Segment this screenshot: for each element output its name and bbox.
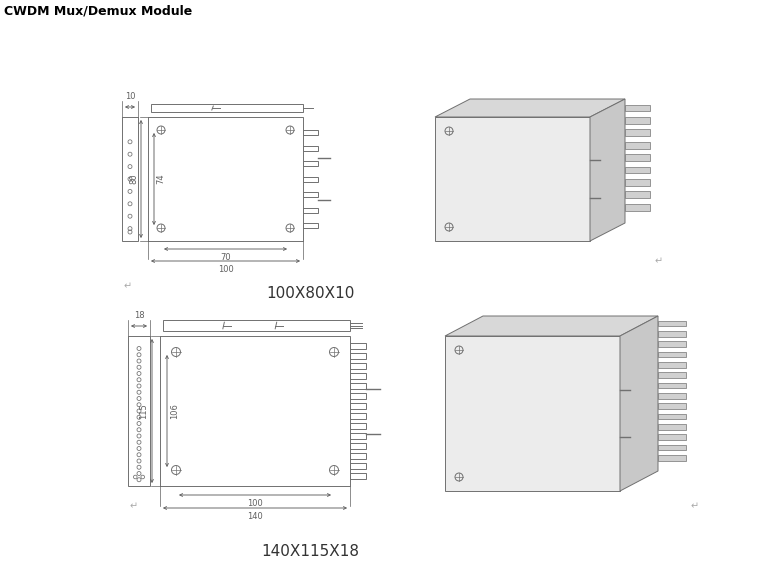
Bar	[350, 413, 366, 419]
Polygon shape	[625, 104, 650, 111]
Bar	[350, 403, 366, 409]
Bar	[151, 104, 303, 112]
Bar	[303, 207, 318, 213]
Bar	[122, 117, 138, 241]
Polygon shape	[658, 383, 686, 389]
Text: 70: 70	[220, 253, 231, 262]
Polygon shape	[435, 99, 625, 117]
Polygon shape	[658, 393, 686, 398]
Bar	[303, 130, 318, 135]
Bar	[350, 463, 366, 469]
Bar	[303, 223, 318, 228]
Bar	[350, 443, 366, 449]
Text: 106: 106	[171, 403, 180, 419]
Bar	[350, 473, 366, 479]
Bar	[303, 145, 318, 151]
Polygon shape	[658, 445, 686, 450]
Text: 115: 115	[139, 403, 149, 419]
Polygon shape	[625, 117, 650, 124]
Text: 10: 10	[125, 92, 135, 101]
Bar	[350, 383, 366, 389]
Text: 100: 100	[247, 499, 263, 508]
Polygon shape	[625, 179, 650, 186]
Text: 100: 100	[218, 265, 233, 274]
Text: CWDM Mux/Demux Module: CWDM Mux/Demux Module	[4, 4, 193, 17]
Text: ↵: ↵	[130, 501, 138, 511]
Bar	[435, 117, 590, 241]
Text: 140: 140	[247, 512, 263, 521]
Text: 140X115X18: 140X115X18	[261, 543, 359, 558]
Text: ↵: ↵	[655, 256, 663, 266]
Polygon shape	[658, 372, 686, 378]
Text: ↵: ↵	[124, 281, 132, 291]
Bar	[445, 336, 620, 491]
Polygon shape	[658, 455, 686, 461]
Polygon shape	[658, 414, 686, 420]
Polygon shape	[625, 142, 650, 149]
Text: 80: 80	[130, 173, 139, 185]
Bar	[350, 373, 366, 379]
Bar	[303, 161, 318, 166]
Polygon shape	[625, 166, 650, 173]
Bar	[303, 176, 318, 182]
Bar	[148, 117, 303, 241]
Polygon shape	[658, 331, 686, 337]
Bar	[350, 423, 366, 429]
Text: 18: 18	[133, 311, 144, 320]
Bar	[128, 336, 150, 486]
Text: 74: 74	[156, 173, 165, 185]
Bar	[350, 393, 366, 399]
Bar	[350, 343, 366, 349]
Bar	[303, 192, 318, 197]
Polygon shape	[658, 434, 686, 440]
Polygon shape	[658, 341, 686, 347]
Bar	[160, 336, 350, 486]
Polygon shape	[658, 424, 686, 430]
Polygon shape	[620, 316, 658, 491]
Text: ↵: ↵	[691, 501, 699, 511]
Bar	[350, 363, 366, 369]
Polygon shape	[625, 192, 650, 198]
Bar	[350, 433, 366, 439]
Polygon shape	[625, 154, 650, 161]
Polygon shape	[658, 362, 686, 367]
Text: 100X80X10: 100X80X10	[266, 285, 354, 301]
Polygon shape	[658, 352, 686, 357]
Polygon shape	[590, 99, 625, 241]
Polygon shape	[658, 321, 686, 326]
Polygon shape	[625, 130, 650, 136]
Bar	[163, 320, 350, 331]
Polygon shape	[658, 403, 686, 409]
Bar	[350, 353, 366, 359]
Polygon shape	[445, 316, 658, 336]
Bar	[350, 453, 366, 459]
Polygon shape	[625, 204, 650, 210]
